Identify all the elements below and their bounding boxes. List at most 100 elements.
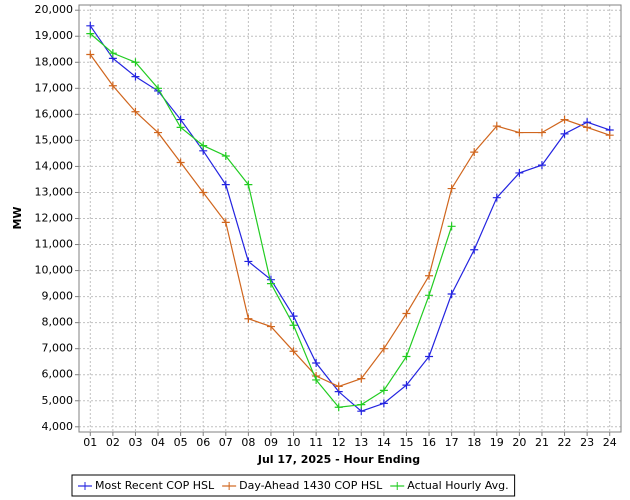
point-marker [492, 193, 501, 202]
point-marker [379, 386, 388, 395]
point-marker [221, 152, 230, 161]
x-tick-label: 24 [603, 436, 617, 449]
x-tick-label: 19 [490, 436, 504, 449]
point-marker [379, 344, 388, 353]
series-line [89, 25, 610, 412]
x-tick-label: 13 [354, 436, 368, 449]
point-marker [244, 314, 253, 323]
point-marker [425, 271, 434, 280]
point-marker [131, 107, 140, 116]
x-tick-label: 05 [174, 436, 188, 449]
y-tick-label: 5,000 [42, 394, 74, 407]
y-tick-label: 13,000 [35, 185, 74, 198]
point-marker [492, 122, 501, 131]
point-marker [334, 403, 343, 412]
point-marker [537, 128, 546, 137]
x-tick-label: 23 [580, 436, 594, 449]
point-marker [605, 131, 614, 140]
point-marker [131, 72, 140, 81]
point-marker [154, 84, 163, 93]
point-marker [537, 161, 546, 170]
point-marker [402, 309, 411, 318]
x-tick-label: 18 [467, 436, 481, 449]
point-marker [199, 188, 208, 197]
point-marker [560, 129, 569, 138]
legend-marker [225, 482, 234, 490]
legend: Most Recent COP HSL Day-Ahead 1430 COP HS… [71, 474, 516, 497]
x-tick-label: 15 [399, 436, 413, 449]
point-marker [583, 123, 592, 132]
point-marker [221, 180, 230, 189]
y-tick-label: 6,000 [42, 368, 74, 381]
x-tick-label: 16 [422, 436, 436, 449]
point-marker [515, 128, 524, 137]
y-tick-label: 17,000 [35, 81, 74, 94]
x-tick-label: 14 [377, 436, 391, 449]
y-tick-label: 19,000 [35, 29, 74, 42]
y-tick-label: 11,000 [35, 238, 74, 251]
point-marker [312, 375, 321, 384]
plot-area [79, 5, 621, 432]
point-marker [402, 381, 411, 390]
point-marker [289, 347, 298, 356]
point-marker [357, 400, 366, 409]
y-tick-label: 4,000 [42, 420, 74, 433]
y-tick-label: 10,000 [35, 264, 74, 277]
x-tick-label: 06 [196, 436, 210, 449]
x-tick-label: 03 [128, 436, 142, 449]
x-tick-label: 11 [309, 436, 323, 449]
point-marker [176, 158, 185, 167]
point-marker [447, 222, 456, 231]
legend-box [71, 474, 516, 497]
y-tick-label: 20,000 [35, 3, 74, 16]
x-tick-label: 17 [445, 436, 459, 449]
y-axis-label: MW [11, 206, 24, 229]
point-marker [108, 49, 117, 58]
x-tick-label: 10 [287, 436, 301, 449]
y-tick-label: 7,000 [42, 342, 74, 355]
x-tick-label: 02 [106, 436, 120, 449]
point-marker [379, 399, 388, 408]
y-tick-label: 8,000 [42, 316, 74, 329]
y-tick-label: 12,000 [35, 212, 74, 225]
plot-border [78, 4, 622, 433]
point-marker [176, 115, 185, 124]
point-marker [470, 245, 479, 254]
point-marker [289, 321, 298, 330]
x-tick-label: 20 [512, 436, 526, 449]
x-tick-label: 07 [219, 436, 233, 449]
y-tick-label: 15,000 [35, 133, 74, 146]
y-tick-label: 16,000 [35, 107, 74, 120]
point-marker [425, 291, 434, 300]
y-tick-label: 14,000 [35, 159, 74, 172]
legend-label: Day-Ahead 1430 COP HSL [239, 479, 383, 492]
x-tick-label: 08 [241, 436, 255, 449]
y-tick-label: 18,000 [35, 55, 74, 68]
x-tick-label: 04 [151, 436, 165, 449]
point-marker [86, 50, 95, 59]
point-marker [221, 218, 230, 227]
point-marker [108, 81, 117, 90]
point-marker [86, 29, 95, 38]
point-marker [515, 168, 524, 177]
legend-label: Actual Hourly Avg. [407, 479, 508, 492]
x-tick-label: 21 [535, 436, 549, 449]
point-marker [425, 352, 434, 361]
x-tick-label: 12 [332, 436, 346, 449]
point-marker [447, 184, 456, 193]
point-marker [199, 141, 208, 150]
x-tick-label: 09 [264, 436, 278, 449]
point-marker [86, 21, 95, 30]
x-axis-label: Jul 17, 2025 - Hour Ending [257, 453, 420, 466]
legend-label: Most Recent COP HSL [95, 479, 215, 492]
x-tick-label: 01 [83, 436, 97, 449]
point-marker [357, 374, 366, 383]
point-marker [266, 279, 275, 288]
point-marker [244, 257, 253, 266]
point-marker [312, 359, 321, 368]
point-marker [176, 123, 185, 132]
point-marker [131, 58, 140, 67]
point-marker [154, 128, 163, 137]
